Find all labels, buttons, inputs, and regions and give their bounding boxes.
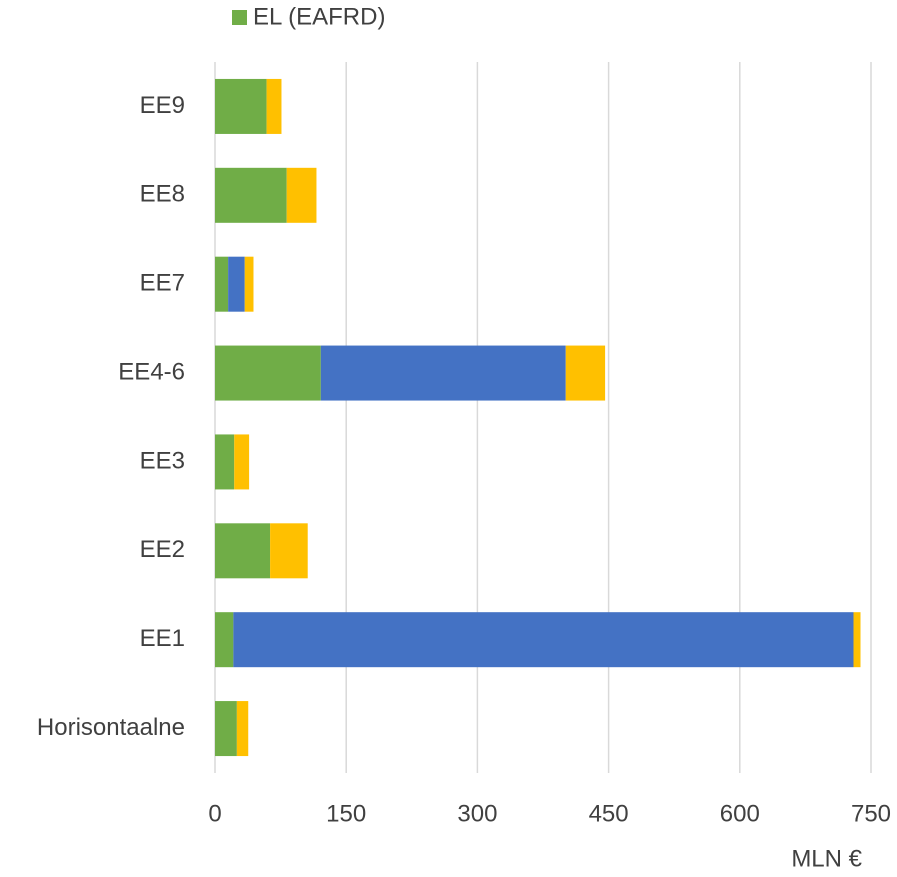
bar-segment [215, 701, 237, 757]
bar-segment [215, 78, 267, 134]
legend-label: EL (EAFRD) [253, 3, 385, 30]
y-tick-label: EE8 [140, 181, 185, 208]
bar-segment [215, 167, 287, 223]
legend-swatch [232, 10, 247, 25]
x-axis-label: MLN € [791, 845, 862, 872]
x-tick-label: 600 [720, 800, 760, 827]
bar-segment [270, 523, 308, 579]
y-tick-label: EE9 [140, 92, 185, 119]
bar-segment [215, 612, 234, 668]
y-tick-label: EE7 [140, 270, 185, 297]
x-tick-label: 750 [851, 800, 891, 827]
x-tick-label: 150 [326, 800, 366, 827]
x-tick-label: 450 [589, 800, 629, 827]
bar-segment [266, 78, 282, 134]
bar-segment [228, 256, 245, 312]
bar-segment [215, 256, 229, 312]
y-tick-label: EE2 [140, 536, 185, 563]
bar-segment [853, 612, 861, 668]
bar-segment [236, 701, 249, 757]
bar-segment [565, 345, 606, 401]
y-tick-label: Horisontaalne [37, 714, 185, 741]
bar-segment [233, 612, 854, 668]
bar-segment [320, 345, 566, 401]
x-tick-label: 0 [208, 800, 221, 827]
bar-segment [215, 523, 271, 579]
bar-segment [244, 256, 254, 312]
bar-segment [215, 345, 321, 401]
bar-segment [234, 434, 250, 490]
y-tick-label: EE1 [140, 625, 185, 652]
y-tick-label: EE4-6 [118, 358, 185, 385]
bar-segment [286, 167, 317, 223]
x-tick-label: 300 [457, 800, 497, 827]
bar-segment [215, 434, 235, 490]
y-tick-label: EE3 [140, 447, 185, 474]
